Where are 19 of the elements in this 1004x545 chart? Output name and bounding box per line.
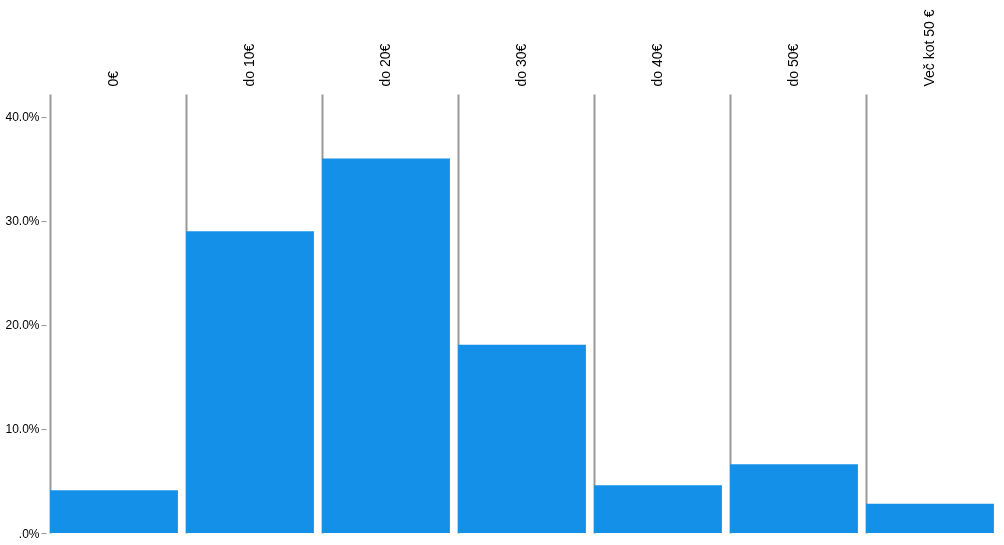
x-tick-label: Več kot 50 € [921,9,937,87]
y-tick-label: 20.0% [5,318,40,333]
x-tick-label: do 30€ [513,43,529,87]
x-tick-label: do 20€ [377,43,393,87]
bar [594,485,722,533]
x-tick-label: 0€ [105,70,121,87]
bar [50,490,178,533]
y-tick-label: 30.0% [5,214,40,229]
y-tick-label: .0% [18,526,40,541]
bar [458,344,586,533]
y-tick-label: 40.0% [5,110,40,125]
bar [866,503,994,533]
y-tick-label: 10.0% [5,422,40,437]
x-tick-label: do 10€ [241,43,257,87]
bar [322,158,450,533]
bar [186,231,314,533]
x-tick-label: do 40€ [649,43,665,87]
x-tick-label: do 50€ [785,43,801,87]
bar [730,464,858,533]
